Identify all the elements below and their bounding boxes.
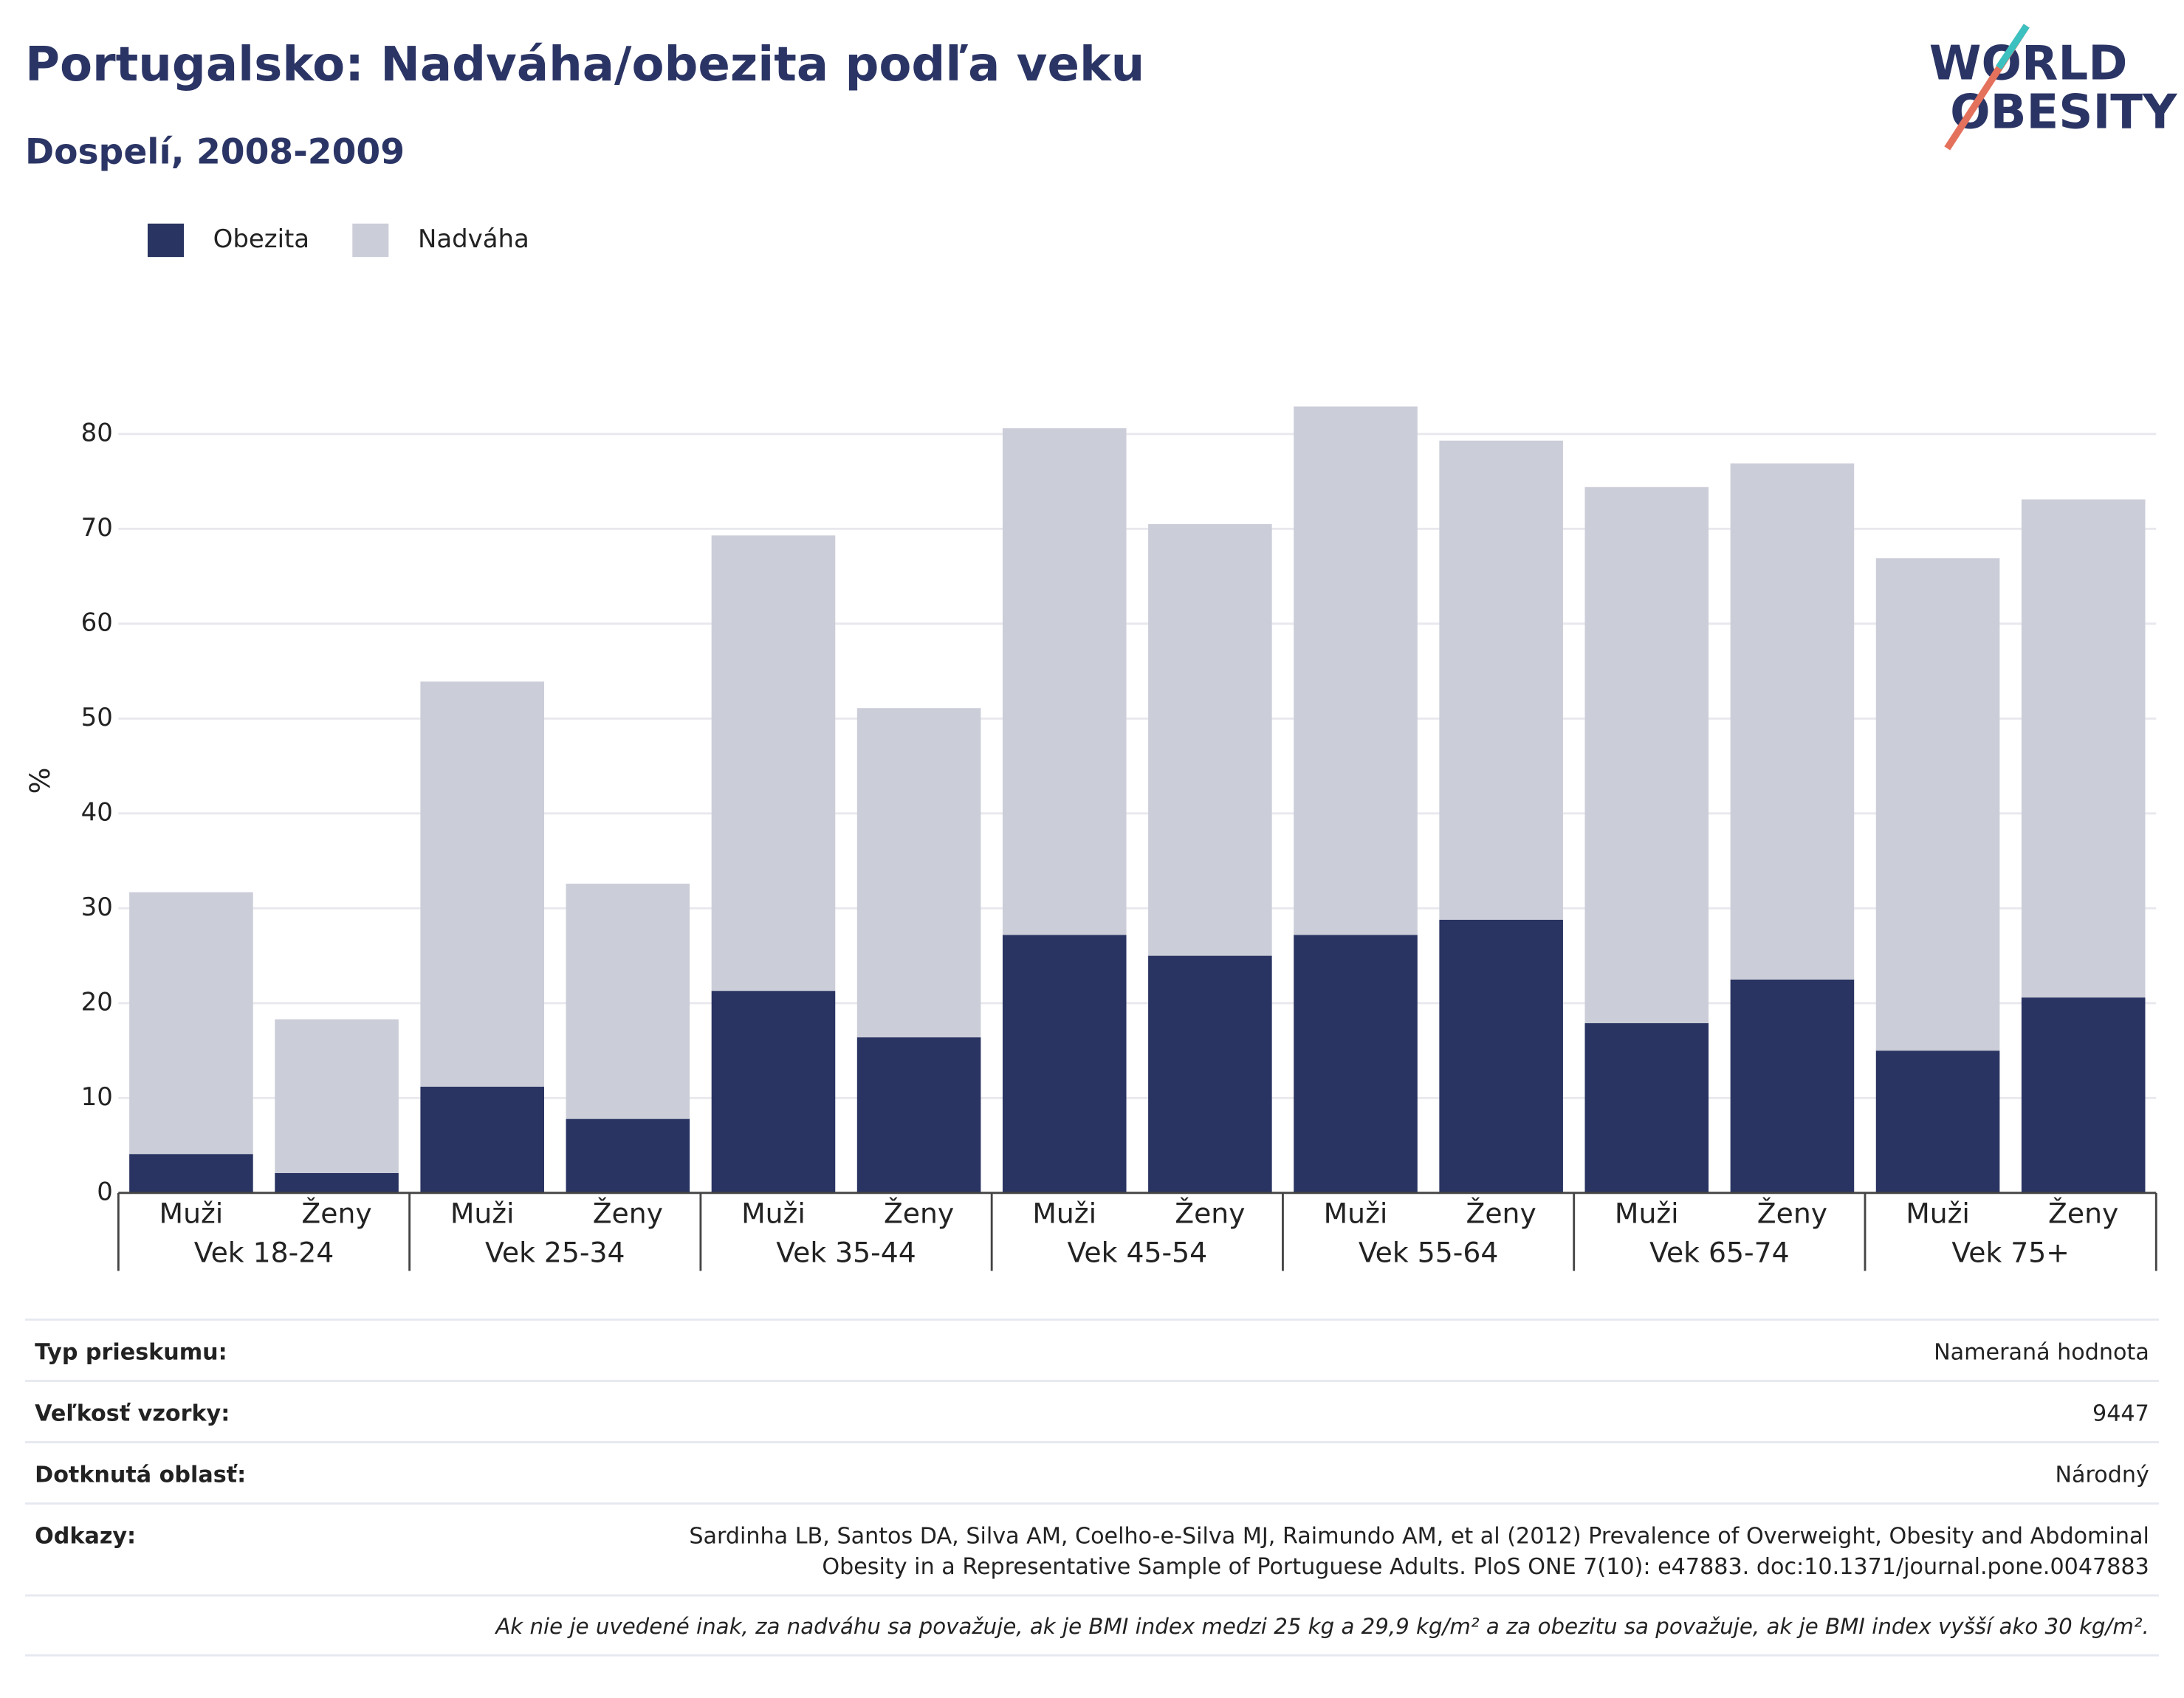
bar-segment [1730, 463, 1855, 980]
x-tick-label: Muži [159, 1197, 224, 1230]
info-label: Typ prieskumu: [35, 1339, 227, 1365]
logo-text: OBESITY [1950, 84, 2178, 140]
y-tick-label: 80 [81, 418, 113, 447]
chart-subtitle: Dospelí, 2008-2009 [25, 132, 405, 173]
bar-segment [129, 892, 253, 1155]
chart-title: Portugalsko: Nadváha/obezita podľa veku [25, 37, 1144, 92]
y-tick-label: 40 [81, 797, 113, 827]
footnote: Ak nie je uvedené inak, za nadváhu sa po… [494, 1614, 2149, 1639]
bar-segment [1584, 1022, 1709, 1193]
bar-segment [566, 1118, 690, 1193]
bar-segment [275, 1172, 399, 1193]
legend-swatch [352, 223, 389, 258]
info-value: Nameraná hodnota [1934, 1339, 2149, 1365]
bar-segment [2021, 997, 2146, 1193]
group-label: Vek 35-44 [776, 1236, 916, 1268]
logo-text: WORLD [1929, 35, 2128, 91]
x-tick-label: Muži [450, 1197, 515, 1230]
bar-segment [1148, 523, 1272, 956]
group-label: Vek 25-34 [485, 1236, 625, 1268]
x-tick-label: Ženy [593, 1197, 663, 1230]
info-label: Dotknutá oblasť: [35, 1462, 246, 1488]
x-tick-label: Muži [1906, 1197, 1970, 1230]
group-label: Vek 75+ [1951, 1236, 2070, 1268]
y-tick-label: 0 [97, 1177, 113, 1206]
x-tick-label: Ženy [301, 1197, 371, 1230]
legend-label: Obezita [213, 224, 309, 254]
info-value: 9447 [2092, 1400, 2149, 1426]
bar-segment [566, 883, 690, 1119]
bar-segment [1875, 558, 2000, 1051]
bar-segment [1439, 440, 1563, 920]
group-label: Vek 65-74 [1649, 1236, 1790, 1268]
legend-swatch [147, 223, 185, 258]
x-tick-label: Muži [1032, 1197, 1096, 1230]
x-tick-label: Ženy [884, 1197, 954, 1230]
bar-segment [1294, 935, 1418, 1193]
bar-segment [420, 681, 544, 1087]
info-value: Národný [2055, 1462, 2149, 1488]
bar-segment [1294, 406, 1418, 935]
x-tick-label: Ženy [1757, 1197, 1827, 1230]
info-value: Obesity in a Representative Sample of Po… [822, 1554, 2149, 1580]
y-tick-label: 20 [81, 987, 113, 1017]
info-label: Veľkosť vzorky: [35, 1400, 230, 1426]
group-label: Vek 45-54 [1068, 1236, 1208, 1268]
y-tick-label: 60 [81, 608, 113, 637]
x-tick-label: Muži [741, 1197, 806, 1230]
x-tick-label: Ženy [1175, 1197, 1245, 1230]
bar-segment [129, 1154, 253, 1193]
logo-slash [1996, 24, 2030, 70]
y-tick-label: 70 [81, 513, 113, 543]
y-axis-label: % [24, 768, 56, 794]
bar-segment [1002, 428, 1127, 935]
bar-segment [856, 708, 981, 1038]
bar-segment [1875, 1051, 2000, 1193]
bar-segment [711, 991, 836, 1193]
legend-label: Nadváha [418, 224, 529, 254]
bar-segment [420, 1086, 544, 1193]
x-tick-label: Ženy [1466, 1197, 1536, 1230]
x-tick-label: Muži [1324, 1197, 1388, 1230]
group-label: Vek 18-24 [194, 1236, 334, 1268]
x-tick-label: Muži [1615, 1197, 1679, 1230]
bar-segment [275, 1019, 399, 1173]
bar-segment [856, 1037, 981, 1193]
info-value: Sardinha LB, Santos DA, Silva AM, Coelho… [689, 1523, 2149, 1549]
group-label: Vek 55-64 [1359, 1236, 1499, 1268]
bar-segment [1002, 935, 1127, 1193]
bar-segment [1148, 955, 1272, 1193]
bar-segment [2021, 499, 2146, 998]
bar-segment [1730, 979, 1855, 1193]
bar-segment [1584, 487, 1709, 1023]
bar-segment [1439, 919, 1563, 1193]
bar-segment [711, 535, 836, 991]
y-tick-label: 50 [81, 703, 113, 732]
y-tick-label: 30 [81, 893, 113, 922]
y-tick-label: 10 [81, 1082, 113, 1112]
x-tick-label: Ženy [2048, 1197, 2118, 1230]
info-label: Odkazy: [35, 1523, 136, 1549]
